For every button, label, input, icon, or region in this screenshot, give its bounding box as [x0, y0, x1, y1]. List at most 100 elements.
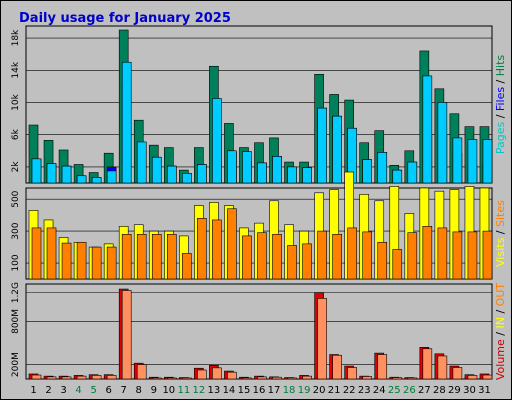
bar-visits-sites	[227, 208, 237, 280]
bar-hits-pages	[136, 141, 147, 184]
bar-hits-pages	[482, 139, 493, 184]
y-tick-label-visits: 100	[11, 254, 21, 271]
bar-hits-pages	[76, 175, 87, 184]
x-tick-label: 3	[60, 385, 66, 396]
x-tick-label: 9	[151, 385, 157, 396]
bar-visits-sites	[347, 227, 357, 280]
legend-entry: Pages	[494, 122, 507, 155]
x-tick-label: 13	[208, 385, 221, 396]
bar-volume-out	[332, 354, 342, 380]
x-tick-label: 7	[121, 385, 127, 396]
bar-hits-pages	[212, 98, 222, 184]
bar-volume-out	[467, 375, 478, 380]
bar-volume-out	[227, 371, 237, 380]
bar-visits-sites	[437, 227, 448, 280]
bar-visits-sites	[392, 249, 403, 280]
bar-volume-out	[272, 376, 282, 380]
x-tick-label: 22	[343, 385, 356, 396]
x-tick-label: 15	[238, 385, 251, 396]
bar-hits-pages	[166, 165, 177, 184]
legend-entry: Visits	[494, 237, 507, 266]
bar-volume-out	[136, 364, 147, 380]
bar-visits-sites	[197, 218, 207, 280]
bar-visits-sites	[106, 246, 117, 280]
bar-hits-pages	[437, 102, 448, 184]
y-tick-label-visits: 300	[11, 222, 21, 239]
bar-hits-pages	[151, 156, 162, 184]
bar-volume-out	[46, 376, 57, 380]
x-tick-label: 8	[136, 385, 142, 396]
x-tick-label: 10	[162, 385, 175, 396]
bar-hits-pages	[377, 152, 388, 184]
bar-visits-sites	[422, 226, 433, 280]
x-tick-label: 26	[403, 385, 416, 396]
x-tick-label: 14	[223, 385, 236, 396]
bar-hits-pages	[317, 107, 327, 184]
legend-hits: Pages / Files / Hits	[494, 55, 507, 155]
bar-hits-pages	[227, 150, 237, 184]
bar-volume-out	[106, 375, 117, 380]
bar-hits-pages	[242, 151, 252, 184]
bar-volume-out	[452, 367, 463, 380]
bar-visits-sites	[46, 227, 57, 280]
y-tick-label-hits: 14k	[11, 61, 21, 78]
y-tick-label-visits: 500	[11, 190, 21, 207]
bar-visits-sites	[362, 231, 373, 280]
bar-volume-out	[377, 354, 388, 380]
x-tick-label: 23	[358, 385, 371, 396]
bar-hits-pages	[197, 164, 207, 184]
x-tick-label: 5	[90, 385, 96, 396]
x-tick-label: 27	[418, 385, 431, 396]
bar-volume-out	[61, 376, 72, 380]
bar-hits-pages	[362, 159, 373, 184]
bar-visits-sites	[407, 232, 418, 280]
bar-hits-pages	[392, 169, 403, 184]
y-tick-label-volume: 800M	[11, 309, 21, 334]
bar-hits-pages	[121, 61, 132, 184]
bar-visits-sites	[136, 233, 147, 280]
bar-visits-sites	[212, 219, 222, 280]
y-tick-label-hits: 6k	[11, 128, 21, 140]
x-tick-label: 21	[328, 385, 341, 396]
bar-volume-out	[166, 377, 177, 380]
bar-hits-pages	[287, 166, 297, 184]
bar-visits-sites	[272, 233, 282, 280]
bar-visits-sites	[121, 233, 132, 280]
bar-hits-pages	[302, 167, 312, 184]
y-tick-label-hits: 18k	[11, 29, 21, 46]
bar-volume-out	[212, 367, 222, 380]
bar-volume-out	[151, 377, 162, 380]
bar-hits-pages	[46, 163, 57, 184]
legend-entry: Sites	[494, 200, 507, 227]
bar-hits-pages	[332, 115, 342, 184]
legend-volume: Volume / IN / OUT	[494, 283, 507, 381]
legend-entry: /	[494, 329, 507, 340]
bar-volume-out	[317, 298, 327, 380]
legend-entry: Files	[494, 87, 507, 111]
bar-hits-pages	[91, 177, 102, 184]
bar-volume-out	[121, 290, 132, 380]
bar-volume-out	[182, 377, 192, 380]
bar-volume-out	[437, 355, 448, 380]
x-tick-label: 1	[30, 385, 36, 396]
x-tick-label: 6	[105, 385, 111, 396]
bar-hits-pages	[422, 75, 433, 184]
legend-entry: /	[494, 306, 507, 317]
bar-visits-sites	[166, 233, 177, 280]
x-tick-label: 4	[75, 385, 81, 396]
bar-visits-sites	[91, 246, 102, 280]
bar-volume-out	[91, 375, 102, 380]
bar-visits-sites	[257, 232, 267, 280]
legend-entry: OUT	[494, 283, 507, 307]
bar-hits-pages	[61, 165, 72, 184]
x-tick-label: 19	[298, 385, 311, 396]
x-tick-label: 29	[448, 385, 461, 396]
x-tick-label: 12	[193, 385, 206, 396]
bar-volume-out	[257, 376, 267, 380]
bar-hits-pages	[272, 156, 282, 184]
bar-volume-out	[407, 377, 418, 380]
bar-visits-sites	[317, 230, 327, 280]
legend-entry: Hits	[494, 55, 507, 77]
legend-entry: /	[494, 227, 507, 238]
